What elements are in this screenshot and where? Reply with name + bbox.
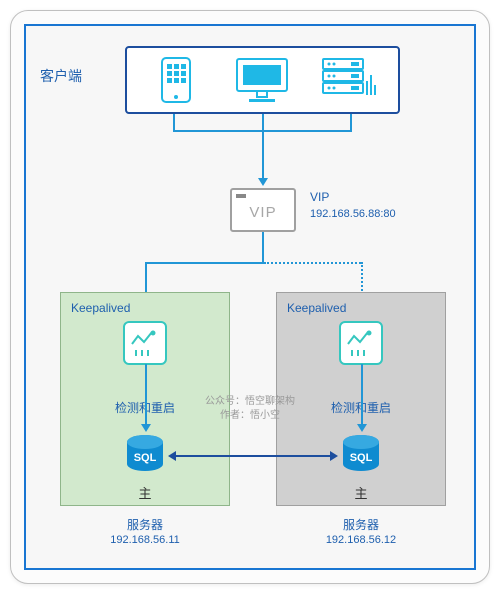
credit-line2: 作者：悟小空	[0, 406, 500, 421]
svg-text:SQL: SQL	[134, 452, 157, 464]
keepalived-label: Keepalived	[287, 301, 346, 315]
arrow-down-icon	[258, 178, 268, 186]
edge	[173, 114, 175, 130]
sql-icon: SQL	[339, 433, 383, 477]
server-footer-name: 服务器	[60, 516, 230, 533]
sql-icon: SQL	[123, 433, 167, 477]
keepalived-icon	[123, 321, 167, 365]
edge-dotted	[264, 262, 361, 264]
edge	[350, 114, 352, 130]
server-rack-icon	[321, 54, 377, 106]
desktop-icon	[234, 54, 290, 106]
svg-text:SQL: SQL	[350, 452, 373, 464]
vip-label: VIP	[310, 190, 329, 204]
edge	[262, 232, 264, 262]
keepalived-label: Keepalived	[71, 301, 130, 315]
vip-address: 192.168.56.88:80	[310, 208, 396, 220]
credit-line1: 公众号：悟空聊架构	[0, 392, 500, 407]
server-footer-ip: 192.168.56.11	[60, 534, 230, 546]
role-label: 主	[61, 483, 229, 502]
edge	[262, 114, 264, 130]
edge	[145, 262, 264, 264]
server-footer-ip: 192.168.56.12	[276, 534, 446, 546]
server-footer-name: 服务器	[276, 516, 446, 533]
client-label: 客户端	[40, 66, 82, 86]
arrow-right-icon	[330, 451, 338, 461]
arrow-left-icon	[168, 451, 176, 461]
mobile-icon	[148, 54, 204, 106]
keepalived-icon	[339, 321, 383, 365]
arrow-down-icon	[141, 424, 151, 432]
vip-box: VIP	[230, 188, 296, 232]
client-box	[125, 46, 400, 114]
edge-bidirectional	[176, 455, 330, 457]
role-label: 主	[277, 483, 445, 502]
edge	[262, 130, 264, 178]
vip-box-text: VIP	[232, 204, 294, 221]
arrow-down-icon	[357, 424, 367, 432]
